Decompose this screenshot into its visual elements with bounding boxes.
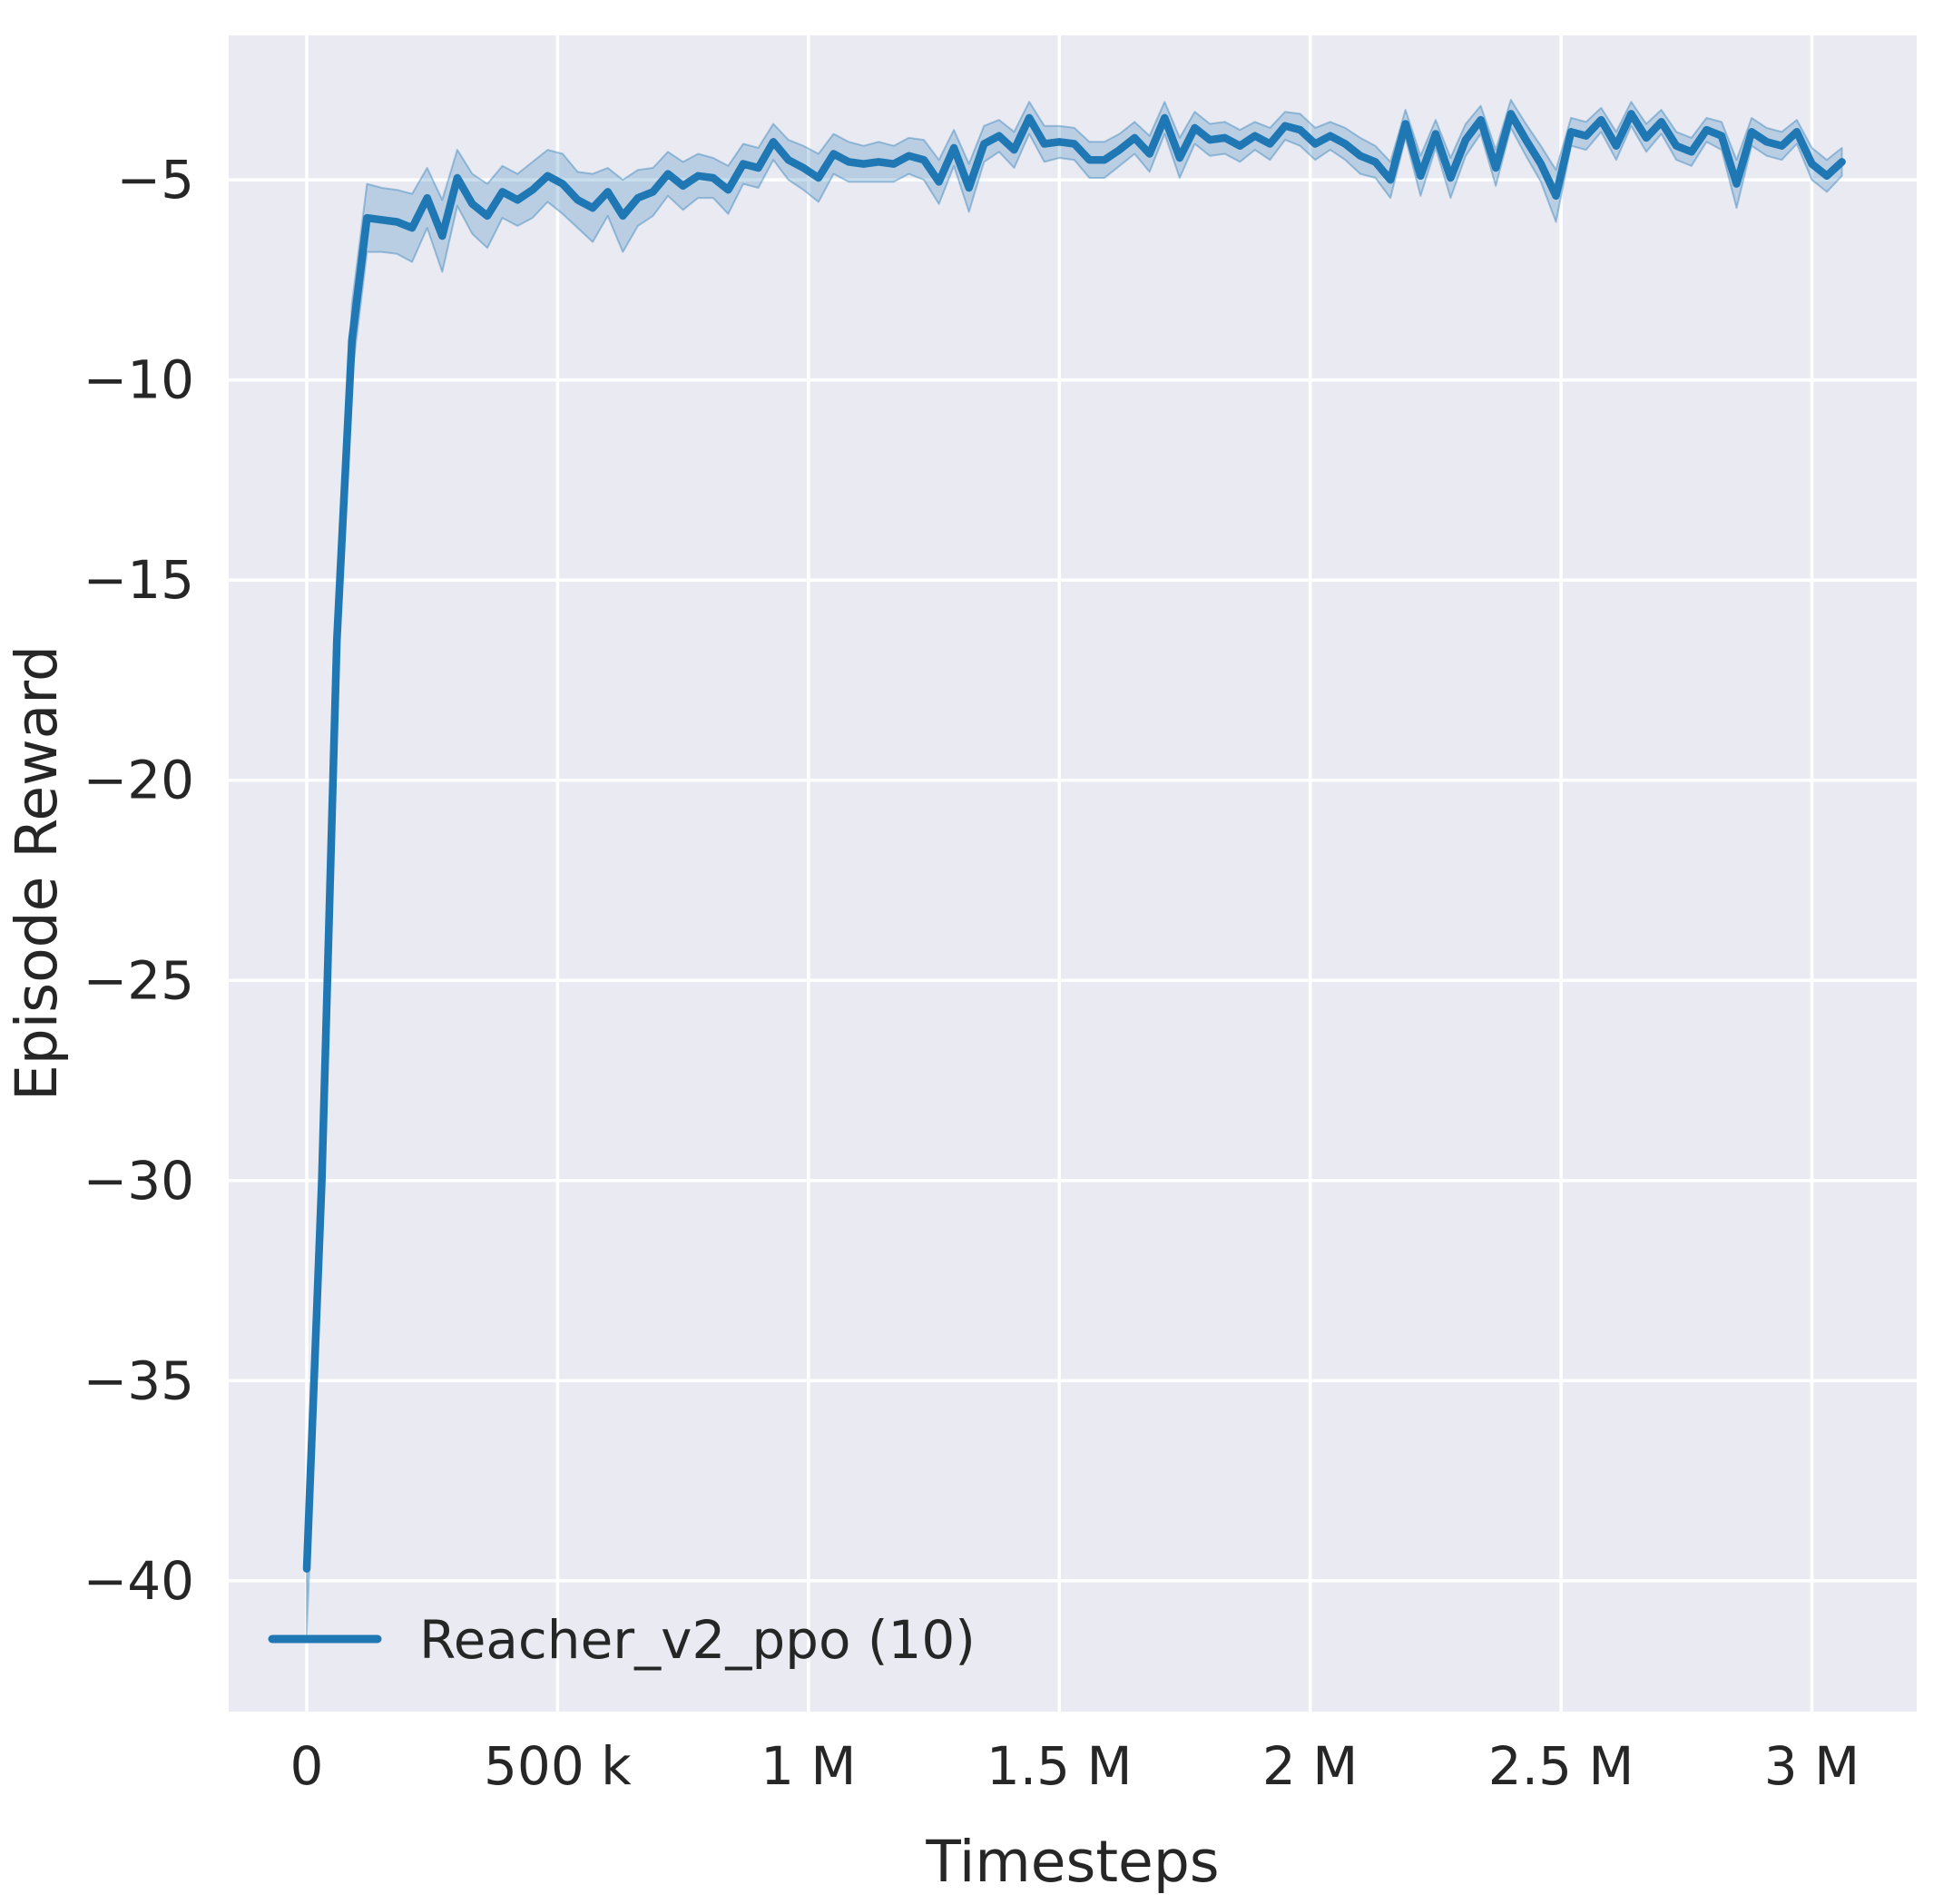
x-tick-label: 0 [290, 1735, 324, 1797]
y-tick-label: −10 [83, 349, 194, 411]
x-tick-labels: 0 500 k 1 M 1.5 M 2 M 2.5 M 3 M [290, 1735, 1860, 1797]
x-tick-label: 3 M [1764, 1735, 1860, 1797]
y-tick-label: −40 [83, 1550, 194, 1612]
x-tick-label: 500 k [484, 1735, 632, 1797]
y-tick-label: −15 [83, 549, 194, 611]
y-axis-label: Episode Reward [4, 645, 70, 1101]
legend: Reacher_v2_ppo (10) [268, 1609, 976, 1671]
series-line [302, 110, 1846, 1573]
plot-area [229, 35, 1917, 1712]
y-tick-label: −25 [83, 949, 194, 1011]
gridlines [229, 35, 1917, 1712]
x-tick-label: 2.5 M [1488, 1735, 1634, 1797]
y-tick-label: −35 [83, 1349, 194, 1411]
series-group [302, 99, 1846, 1638]
confidence-band [306, 99, 1843, 1638]
x-tick-label: 2 M [1262, 1735, 1358, 1797]
y-tick-label: −20 [83, 750, 194, 811]
y-tick-label: −5 [117, 149, 195, 211]
x-tick-label: 1.5 M [986, 1735, 1133, 1797]
x-axis-label: Timesteps [925, 1829, 1219, 1895]
legend-label: Reacher_v2_ppo (10) [419, 1609, 976, 1671]
x-tick-label: 1 M [761, 1735, 856, 1797]
y-tick-label: −30 [83, 1150, 194, 1212]
y-tick-labels: −5 −10 −15 −20 −25 −30 −35 −40 [83, 149, 194, 1612]
